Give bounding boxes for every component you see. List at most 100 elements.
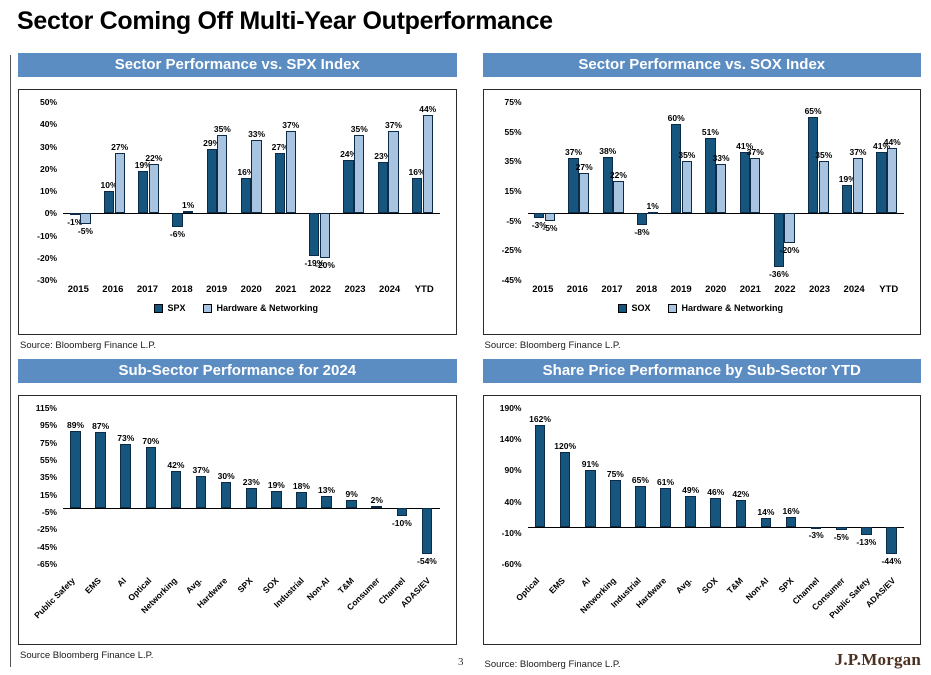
value-label: -10% <box>391 518 412 529</box>
y-axis-tick: 55% <box>504 126 522 137</box>
value-label: 18% <box>292 481 310 492</box>
bar <box>120 444 131 508</box>
bar <box>183 211 194 214</box>
panel-subsector-ytd: Share Price Performance by Sub-Sector YT… <box>482 359 922 670</box>
value-label: -3% <box>531 219 547 230</box>
bar <box>103 191 115 214</box>
x-axis-label: Avg. <box>184 575 205 596</box>
bar <box>275 153 286 214</box>
x-axis-label: T&M <box>724 575 745 596</box>
panel-spx: Sector Performance vs. SPX Index 50% 40% 3… <box>18 53 457 351</box>
value-label: 2% <box>370 494 383 505</box>
bar <box>835 526 847 530</box>
y-axis-tick: 95% <box>39 420 57 431</box>
x-axis-label: YTD <box>414 284 434 295</box>
bar <box>852 158 864 214</box>
x-axis-label: EMS <box>547 575 568 596</box>
source-text: Source: Bloomberg Finance L.P. <box>484 340 621 351</box>
value-label: 37% <box>192 464 210 475</box>
value-label: 91% <box>581 458 599 469</box>
x-axis-label: Optical <box>514 575 542 603</box>
bar <box>842 185 853 214</box>
y-axis-tick: -10% <box>501 527 522 538</box>
bar <box>396 507 408 517</box>
y-axis-tick: 35% <box>504 156 522 167</box>
value-label: -20% <box>315 259 335 270</box>
y-axis-tick: 35% <box>39 472 57 483</box>
bars-area: 162% 120% 91% 75% 65% 61% 49% 46% 42% 14% 16% -3% -5… <box>527 408 904 566</box>
y-axis-tick: -60% <box>501 559 522 569</box>
legend-swatch-dark <box>154 303 164 313</box>
value-label: -54% <box>417 556 437 567</box>
source-note: Source Bloomberg Finance L.P. <box>20 650 457 661</box>
bar <box>784 213 795 243</box>
value-label: 27% <box>111 142 129 153</box>
x-axis-label: 2020 <box>705 284 727 295</box>
bar <box>217 135 228 214</box>
legend: SOX Hardware & Networking <box>488 303 915 313</box>
left-page-rule <box>10 55 11 667</box>
source-note: Source: Bloomberg Finance L.P. J.P.Morga… <box>485 650 922 670</box>
sox-chart: 75% 55% 35% 15% -5% -25% -45% -3% 37% 38% -8% 60% 51… <box>482 89 921 335</box>
value-label: 37% <box>564 147 583 158</box>
source-text: Source Bloomberg Finance L.P. <box>20 650 154 661</box>
bar <box>421 507 433 555</box>
value-label: 70% <box>142 436 160 446</box>
zero-axis-line <box>527 526 904 528</box>
bar <box>544 213 556 221</box>
value-label: 14% <box>757 506 775 517</box>
bar <box>671 124 682 214</box>
value-label: 33% <box>248 128 266 139</box>
panel-header-subsector-2024: Sub-Sector Performance for 2024 <box>18 359 457 383</box>
x-axis-label: 2024 <box>843 284 865 295</box>
bar <box>610 479 621 527</box>
bar <box>195 475 207 508</box>
legend-label: SPX <box>167 303 186 313</box>
bar <box>773 213 784 267</box>
bar <box>138 170 149 214</box>
bar <box>739 152 750 214</box>
bar <box>534 213 545 218</box>
value-label: 35% <box>350 124 368 135</box>
bars-area: -3% 37% 38% -8% 60% 51% 41% -36% 65% 19% 41% -5% 27%… <box>527 102 904 280</box>
value-label: -8% <box>634 227 650 238</box>
x-axis-label: 2015 <box>532 284 554 295</box>
bar <box>296 492 307 508</box>
x-axis-label: 2022 <box>309 284 331 295</box>
value-label: -20% <box>779 244 800 255</box>
value-label: 37% <box>282 119 300 130</box>
y-axis-tick: 15% <box>504 186 522 196</box>
x-axis-label: 2021 <box>739 284 761 295</box>
bar <box>810 526 822 529</box>
value-label: 65% <box>631 475 649 485</box>
x-axis-label: SOX <box>699 575 720 596</box>
charts-grid: Sector Performance vs. SPX Index 50% 40% 3… <box>18 53 921 670</box>
legend-label: Hardware & Networking <box>681 303 784 313</box>
bar <box>343 159 354 214</box>
value-label: 120% <box>554 440 577 451</box>
y-axis-tick: 40% <box>504 496 522 507</box>
panel-header-spx: Sector Performance vs. SPX Index <box>18 53 457 77</box>
value-label: 73% <box>117 433 135 444</box>
plot-area: 50% 40% 30% 20% 10% 0% -10% -20% -30% -1% 10% 19% -6… <box>25 97 448 285</box>
x-axis-label: YTD <box>879 284 899 295</box>
value-label: 87% <box>92 421 110 432</box>
bar <box>240 177 252 214</box>
bar <box>245 487 257 508</box>
x-axis-label: Avg. <box>674 575 694 596</box>
spx-chart: 50% 40% 30% 20% 10% 0% -10% -20% -30% -1% 10% 19% -6… <box>18 89 457 335</box>
y-axis-tick: -10% <box>37 230 57 241</box>
value-label: 1% <box>646 200 659 211</box>
x-axis-labels: Optical EMS AI Networking Industrial Hardware… <box>514 566 907 630</box>
y-axis-tick: 10% <box>39 186 57 196</box>
x-axis-label: Public Safety <box>32 575 78 621</box>
y-axis-tick: 15% <box>39 489 57 500</box>
x-axis-labels: 2015 2016 2017 2018 2019 2020 2021 2022 2023 2024… <box>526 284 907 295</box>
bar <box>422 115 433 214</box>
value-label: 46% <box>707 486 725 497</box>
bar <box>271 491 282 508</box>
value-label: 19% <box>267 480 285 491</box>
bar <box>887 147 898 214</box>
bar <box>613 180 624 214</box>
bar <box>660 488 671 527</box>
